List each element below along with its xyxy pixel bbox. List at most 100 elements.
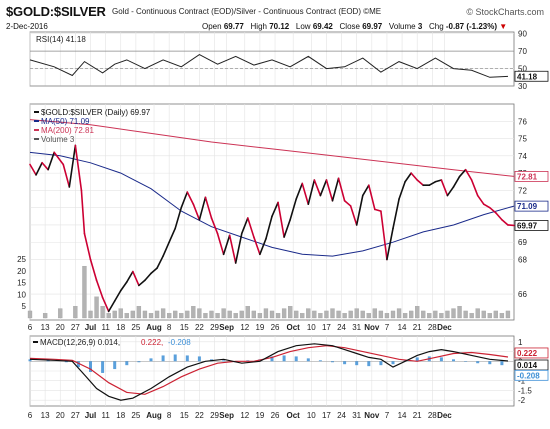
macd-histogram-bar xyxy=(222,360,226,362)
legend-entry: MA(200) 72.81 xyxy=(41,126,94,135)
x-axis-tick-label: Nov xyxy=(364,323,380,332)
price-line-segment xyxy=(355,194,364,226)
macd-histogram-bar xyxy=(258,359,262,362)
volume-bar xyxy=(275,313,281,319)
change-value: -0.87 (-1.23%) xyxy=(445,22,498,31)
low-value: 69.42 xyxy=(312,22,333,31)
volume-bar xyxy=(227,310,232,319)
volume-bar xyxy=(469,313,474,319)
close-last-label: 69.97 xyxy=(517,221,538,230)
volume-bar xyxy=(191,306,196,319)
price-line-segment xyxy=(144,272,152,282)
price-line-segment xyxy=(80,189,86,235)
rsi-tick-label: 70 xyxy=(518,47,527,56)
macd-histogram-bar xyxy=(294,356,298,362)
x-axis-tick-label: 25 xyxy=(131,323,140,332)
x-axis-tick-label: 21 xyxy=(413,323,422,332)
price-tick-label: 71 xyxy=(518,204,527,213)
volume-bar xyxy=(421,310,426,319)
price-line-segment xyxy=(374,208,382,212)
volume-bar xyxy=(384,313,390,319)
x-axis-tick-label: Sep xyxy=(219,323,234,332)
x-axis-tick-label: 24 xyxy=(337,411,346,420)
x-axis-tick-label: 6 xyxy=(28,323,33,332)
ma200-last-label-box xyxy=(514,171,549,182)
price-line-segment xyxy=(501,218,509,226)
brand-link[interactable]: © StockCharts.com xyxy=(466,7,544,17)
price-tick-label: 69 xyxy=(518,238,527,247)
x-axis-tick-label: 15 xyxy=(180,323,189,332)
volume-bar xyxy=(324,310,329,319)
macd-legend-text: MACD(12,26,9) 0.014, xyxy=(40,338,120,347)
price-tick-label: 72 xyxy=(518,186,527,195)
volume-bar xyxy=(445,310,450,319)
price-line-segment xyxy=(488,206,497,214)
low-label: Low xyxy=(295,22,311,31)
volume-bar xyxy=(124,313,129,319)
x-axis-tick-label: 12 xyxy=(240,411,249,420)
x-axis-tick-label: 17 xyxy=(322,323,331,332)
macd-histogram-bar xyxy=(367,361,371,367)
price-line-segment xyxy=(107,300,116,313)
macd-histogram-bar xyxy=(403,360,407,362)
volume-bar xyxy=(366,313,371,319)
price-panel xyxy=(29,103,515,321)
x-axis-tick-label: 25 xyxy=(131,411,140,420)
x-axis-tick-label: 15 xyxy=(180,411,189,420)
price-line-segment xyxy=(174,206,183,230)
price-line-segment xyxy=(132,270,140,287)
volume-bar xyxy=(136,306,142,319)
price-line-segment xyxy=(29,163,37,176)
price-line-segment xyxy=(68,144,77,188)
macd-histogram-bar xyxy=(464,361,468,362)
price-line-segment xyxy=(240,217,249,235)
macd-histogram-bar xyxy=(331,361,334,363)
volume-bar xyxy=(221,308,226,319)
macd-histogram-bar xyxy=(125,361,129,366)
macd-histogram-bar xyxy=(149,358,153,362)
price-line-segment xyxy=(101,296,110,313)
volume-bar xyxy=(42,313,48,319)
price-tick-label: 70 xyxy=(518,221,527,230)
volume-bar xyxy=(294,310,299,319)
high-value: 70.12 xyxy=(269,22,290,31)
price-line-segment xyxy=(404,172,412,183)
volume-bar xyxy=(106,313,111,319)
x-axis-tick-label: 31 xyxy=(352,323,361,332)
signal-line xyxy=(29,345,509,395)
macd-histogram-bar xyxy=(28,359,32,362)
macd-tick-label: -2 xyxy=(518,396,526,405)
volume-bar xyxy=(82,265,87,319)
high-label: High xyxy=(250,22,267,31)
macd-histogram-bar xyxy=(488,361,492,365)
price-line-segment xyxy=(74,144,83,192)
macd-last-label-box xyxy=(514,359,549,371)
x-axis-tick-label: Nov xyxy=(364,411,380,420)
volume-bar xyxy=(263,308,269,319)
volume-bar xyxy=(160,308,166,319)
x-axis-tick-label: Aug xyxy=(146,323,162,332)
volume-bar xyxy=(342,313,347,319)
macd-histogram-bar xyxy=(306,358,310,362)
x-axis-tick-label: 11 xyxy=(101,411,110,420)
price-line-segment xyxy=(259,237,267,256)
volume-bar xyxy=(475,308,480,319)
volume-tick-label: 5 xyxy=(22,302,27,311)
volume-bar xyxy=(451,308,456,319)
price-line-segment xyxy=(331,177,340,202)
macd-tick-label: -0.5 xyxy=(518,367,532,376)
price-line-segment xyxy=(138,279,146,287)
x-axis-tick-label: 13 xyxy=(41,323,50,332)
volume-bar xyxy=(73,306,78,319)
volume-bar xyxy=(300,313,305,319)
volume-bar xyxy=(269,310,275,319)
price-line-segment xyxy=(62,163,71,188)
x-axis-tick-label: 8 xyxy=(167,323,172,332)
x-axis-tick-label: Jul xyxy=(85,323,97,332)
volume-bar xyxy=(94,296,99,319)
x-axis-tick-label: 7 xyxy=(385,411,390,420)
price-line-segment xyxy=(295,182,304,200)
x-axis-tick-label: 7 xyxy=(385,323,390,332)
macd-histogram-bar xyxy=(391,361,395,365)
